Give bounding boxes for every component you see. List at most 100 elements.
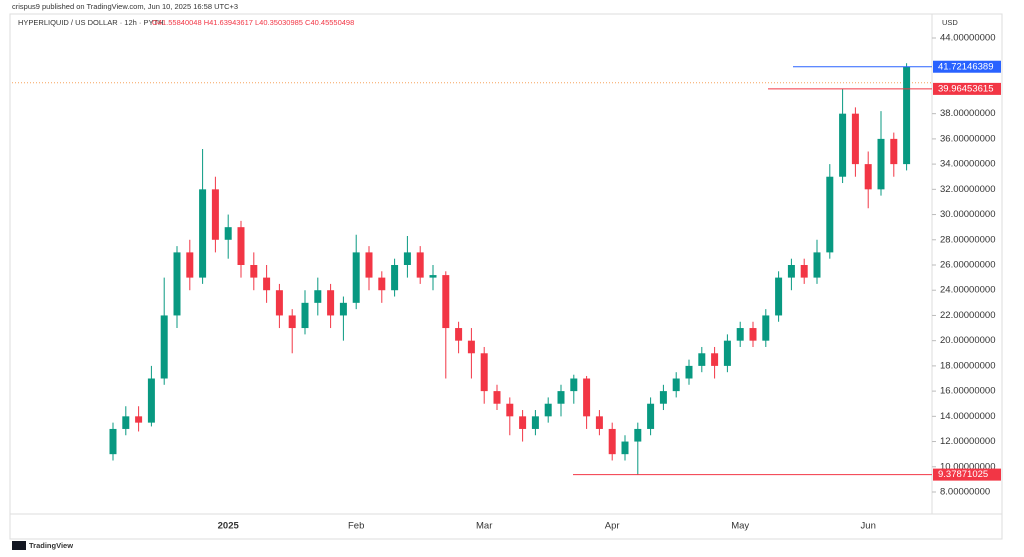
candle-body	[480, 353, 488, 392]
x-tick-label: Jun	[861, 521, 876, 532]
candle-body	[544, 403, 552, 417]
candle-body	[723, 340, 731, 366]
candle-body	[839, 113, 847, 177]
candle-body	[647, 403, 655, 429]
candle-body	[890, 138, 898, 165]
price-level-tag	[933, 468, 1001, 481]
candle-body	[275, 290, 283, 316]
candle-body	[314, 290, 322, 303]
candle-body	[595, 416, 603, 429]
y-tick-label: 44.00000000	[940, 33, 995, 44]
y-tick-label: 34.00000000	[940, 159, 995, 170]
candle-body	[608, 428, 616, 455]
candle-body	[391, 265, 399, 291]
candle-body	[455, 328, 463, 341]
price-level-label: 41.72146389	[938, 61, 993, 72]
candle-body	[570, 378, 578, 392]
y-tick-label: 32.00000000	[940, 184, 995, 195]
y-tick-label: 10.00000000	[940, 461, 995, 472]
y-tick-label: 12.00000000	[940, 436, 995, 447]
candle-body	[224, 227, 232, 240]
candle-body	[211, 189, 219, 240]
candle-body	[109, 428, 117, 455]
candle-body	[416, 252, 424, 278]
candle-body	[467, 340, 475, 354]
chart-title: HYPERLIQUID / US DOLLAR · 12h · PYTH	[18, 18, 163, 27]
candle-body	[250, 265, 258, 278]
candle-body	[519, 416, 527, 429]
logo	[12, 541, 26, 550]
candle-body	[288, 315, 296, 329]
x-tick-label: Mar	[476, 521, 492, 532]
y-tick-label: 16.00000000	[940, 386, 995, 397]
candle-body	[186, 252, 194, 278]
candle-body	[762, 315, 770, 341]
candle-body	[263, 277, 271, 291]
candle-body	[749, 328, 757, 341]
candle-body	[711, 353, 719, 366]
y-tick-label: 20.00000000	[940, 335, 995, 346]
candle-body	[659, 391, 667, 404]
candle-body	[557, 391, 565, 404]
candle-body	[813, 252, 821, 278]
y-tick-label: 38.00000000	[940, 108, 995, 119]
y-tick-label: 26.00000000	[940, 260, 995, 271]
candle-body	[787, 265, 795, 278]
candle-body	[851, 113, 859, 165]
candle-body	[621, 441, 629, 455]
candle-body	[327, 290, 335, 316]
candle-body	[736, 328, 744, 341]
candle-body	[583, 378, 591, 417]
candle-body	[352, 252, 360, 303]
candle-body	[122, 416, 130, 429]
candle-body	[173, 252, 181, 316]
candle-body	[429, 275, 437, 278]
footer-brand: TradingView	[29, 541, 73, 550]
candle-body	[442, 275, 450, 329]
x-tick-label: Apr	[605, 521, 620, 532]
candle-body	[698, 353, 706, 366]
price-level-label: 39.96453615	[938, 83, 993, 94]
candle-body	[493, 391, 501, 404]
y-tick-label: 14.00000000	[940, 411, 995, 422]
ohlc-values: O41.55840048 H41.63943617 L40.35030985 C…	[152, 18, 354, 27]
candle-body	[365, 252, 373, 278]
y-axis-label: USD	[942, 18, 958, 27]
candle-body	[877, 138, 885, 190]
price-level-label: 9.37871025	[938, 469, 988, 480]
candle-body	[378, 277, 386, 291]
frame	[9, 13, 1003, 540]
y-tick-label: 18.00000000	[940, 360, 995, 371]
candle-body	[237, 227, 245, 265]
price-level-tag	[933, 60, 1001, 73]
x-tick-label: 2025	[218, 521, 240, 532]
publisher: crispus9 published on TradingView.com, J…	[12, 2, 238, 11]
candle-body	[339, 302, 347, 316]
candle-body	[135, 416, 143, 423]
candle-body	[531, 416, 539, 429]
y-tick-label: 22.00000000	[940, 310, 995, 321]
candle-body	[199, 189, 207, 278]
price-level-tag	[933, 82, 1001, 95]
y-tick-label: 36.00000000	[940, 133, 995, 144]
candle-body	[685, 365, 693, 379]
y-tick-label: 30.00000000	[940, 209, 995, 220]
candle-body	[775, 277, 783, 316]
x-tick-label: May	[731, 521, 749, 532]
candle-body	[826, 176, 834, 253]
candle-body	[672, 378, 680, 392]
candle-body	[506, 403, 514, 417]
y-tick-label: 8.00000000	[940, 487, 990, 498]
candle-body	[864, 164, 872, 190]
candle-body	[903, 66, 911, 165]
candle-body	[800, 265, 808, 278]
candle-body	[147, 378, 155, 423]
y-tick-label: 24.00000000	[940, 285, 995, 296]
y-tick-label: 28.00000000	[940, 234, 995, 245]
candle-body	[403, 252, 411, 265]
x-tick-label: Feb	[348, 521, 364, 532]
candle-body	[634, 428, 642, 442]
candle-body	[160, 315, 168, 379]
